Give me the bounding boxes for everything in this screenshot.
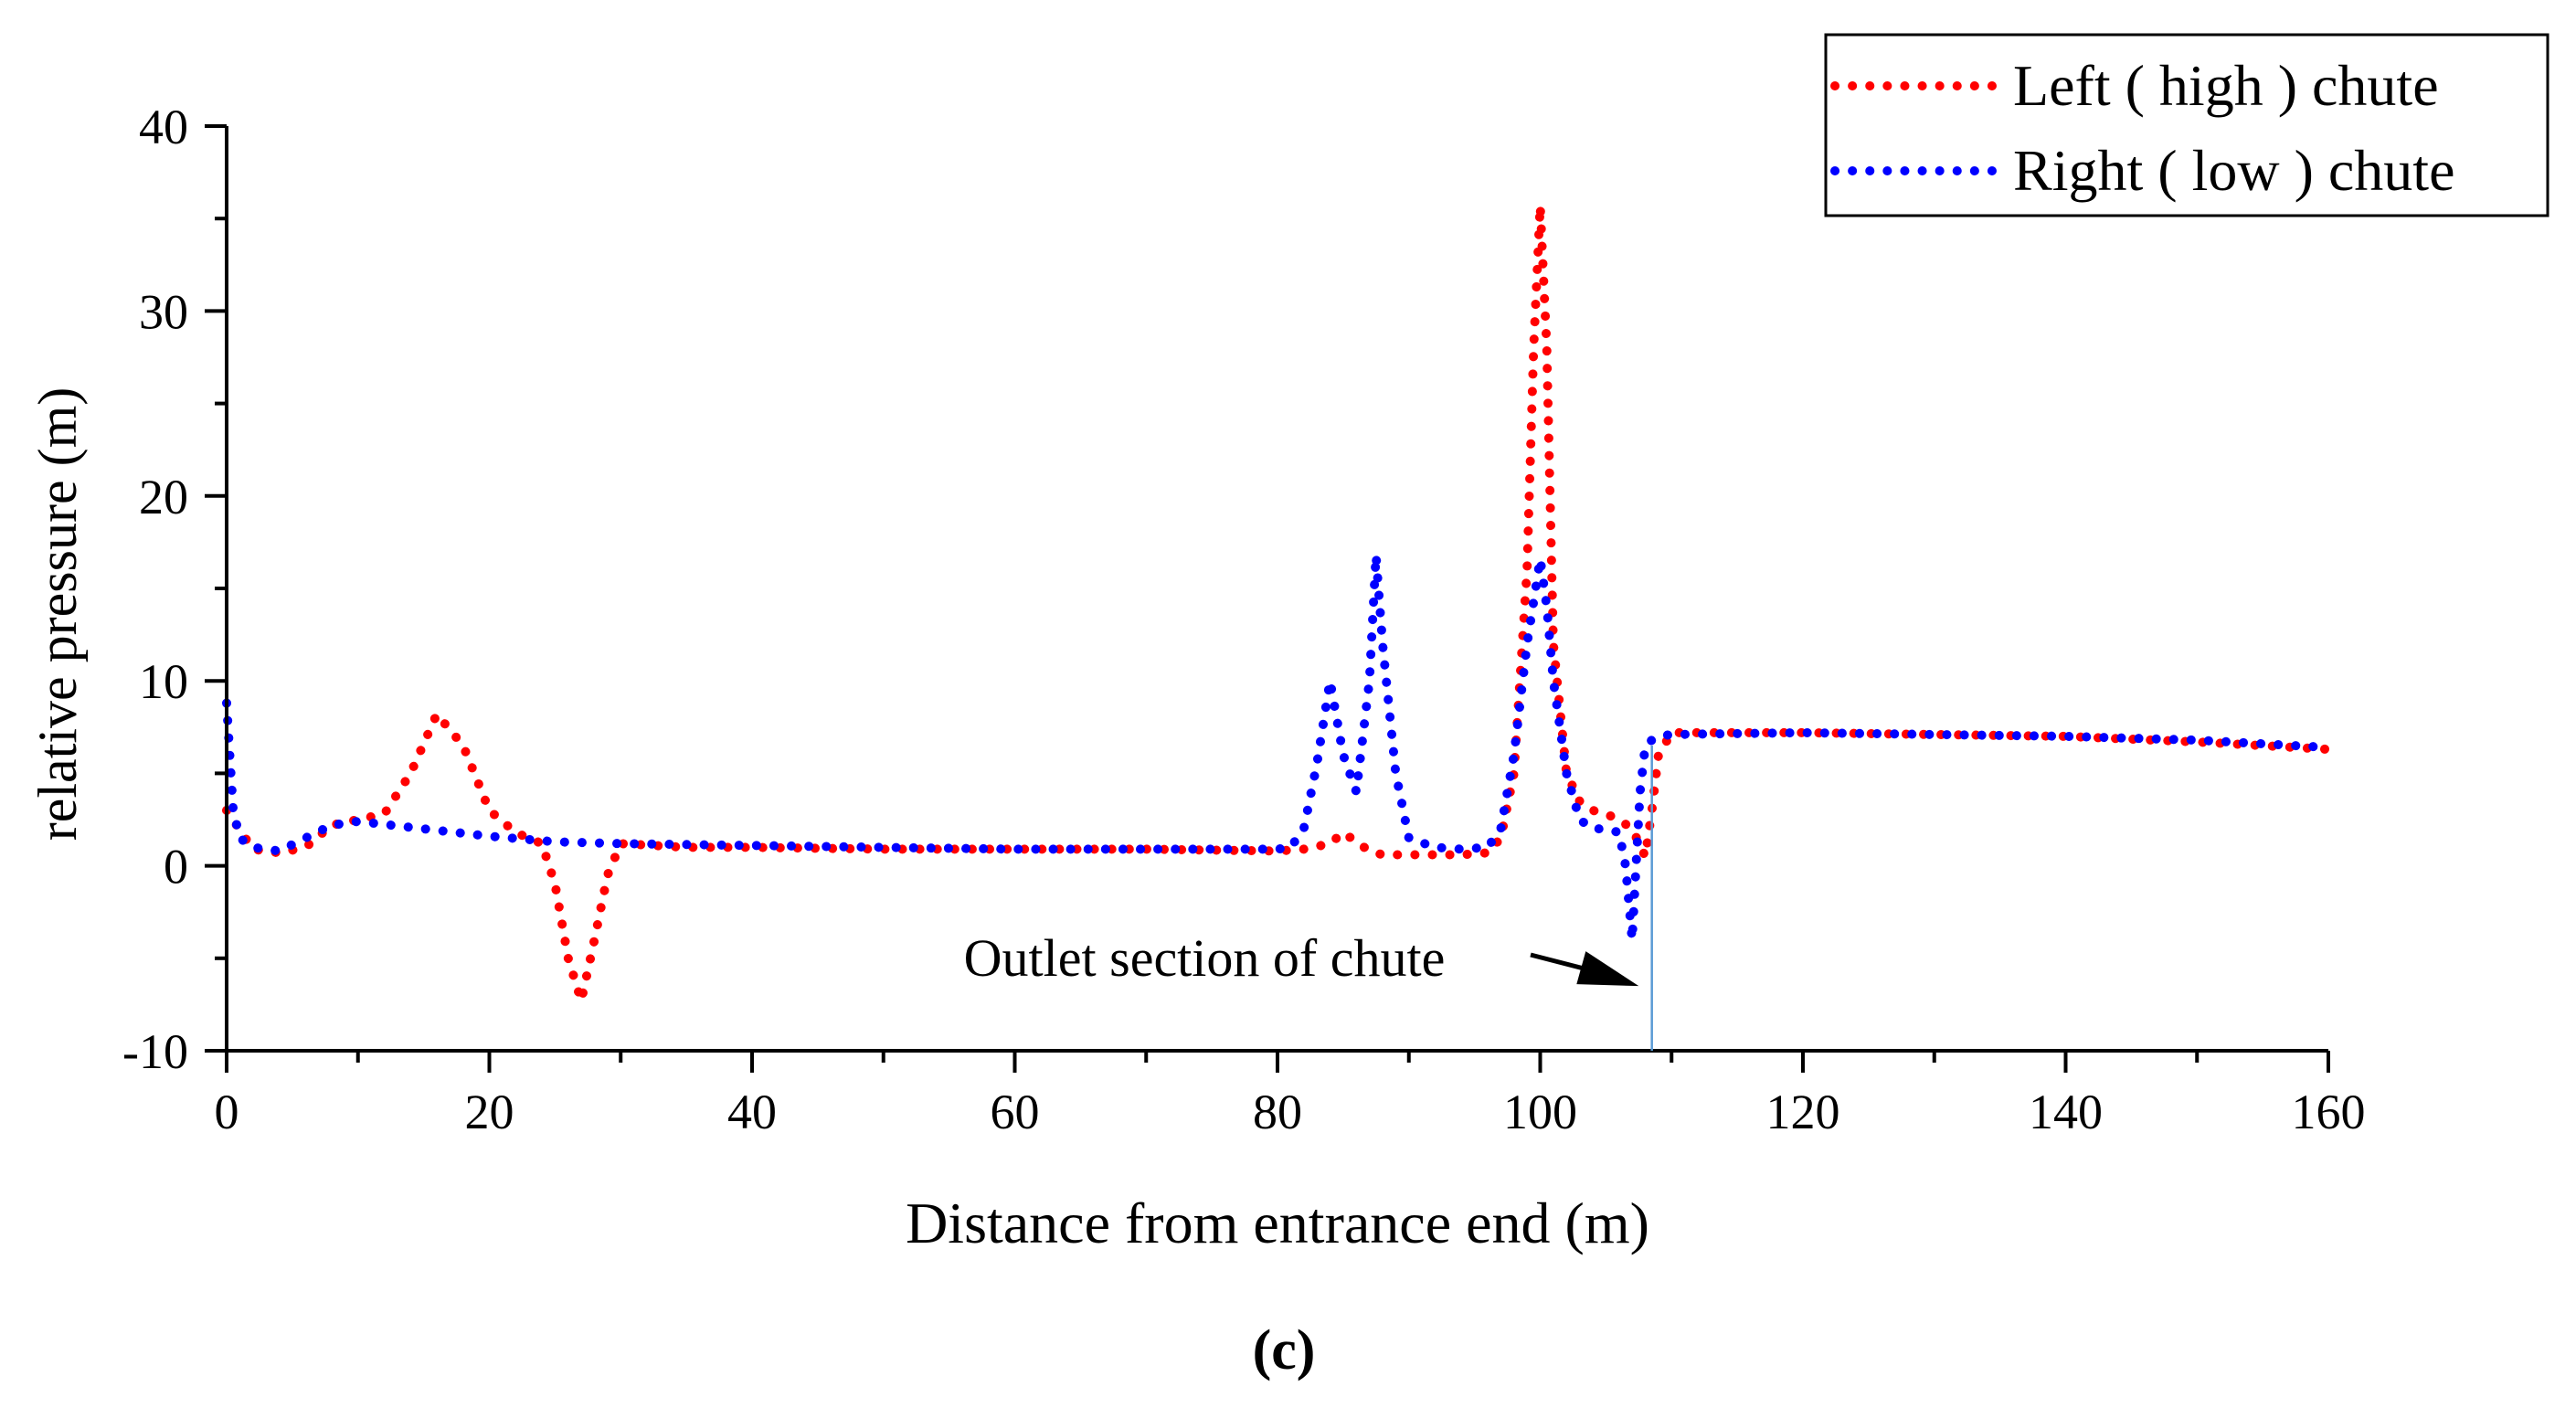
x-tick-label: 40 xyxy=(727,1085,777,1139)
annotation-arrow-head xyxy=(1576,951,1639,987)
y-tick-label: 40 xyxy=(139,100,188,154)
ticks-group: 0 20 40 60 80 100 120 140 160 -10 0 10 20 30 40 xyxy=(122,100,2365,1139)
y-tick-label: 20 xyxy=(139,470,188,524)
y-tick-label: 0 xyxy=(164,840,188,895)
x-tick-label: 120 xyxy=(1766,1085,1840,1139)
y-tick-label: 10 xyxy=(139,654,188,709)
series-line-right-low-chute xyxy=(222,550,2333,945)
annotation-text: Outlet section of chute xyxy=(964,928,1446,988)
y-tick-label: 30 xyxy=(139,284,188,339)
x-tick-label: 140 xyxy=(2029,1085,2103,1139)
y-tick-label: -10 xyxy=(122,1024,188,1079)
axes-group xyxy=(225,126,2328,1053)
x-tick-label: 60 xyxy=(991,1085,1040,1139)
legend-box xyxy=(1824,33,2549,217)
annotation-group: Outlet section of chute xyxy=(964,746,1653,1051)
data-series-group xyxy=(222,201,2333,1006)
x-tick-label: 160 xyxy=(2292,1085,2366,1139)
subfigure-label: (c) xyxy=(1253,1319,1316,1382)
legend: Left ( high ) chute Right ( low ) chute xyxy=(1824,33,2549,217)
x-tick-label: 80 xyxy=(1253,1085,1302,1139)
x-tick-label: 20 xyxy=(465,1085,514,1139)
x-tick-label: 100 xyxy=(1503,1085,1577,1139)
series-line-left-high-chute xyxy=(222,201,2333,1006)
y-axis-label: relative pressure (m) xyxy=(27,387,88,841)
legend-label: Right ( low ) chute xyxy=(2013,138,2454,203)
legend-label: Left ( high ) chute xyxy=(2013,53,2439,118)
x-tick-label: 0 xyxy=(215,1085,239,1139)
x-axis-label: Distance from entrance end (m) xyxy=(906,1191,1649,1255)
